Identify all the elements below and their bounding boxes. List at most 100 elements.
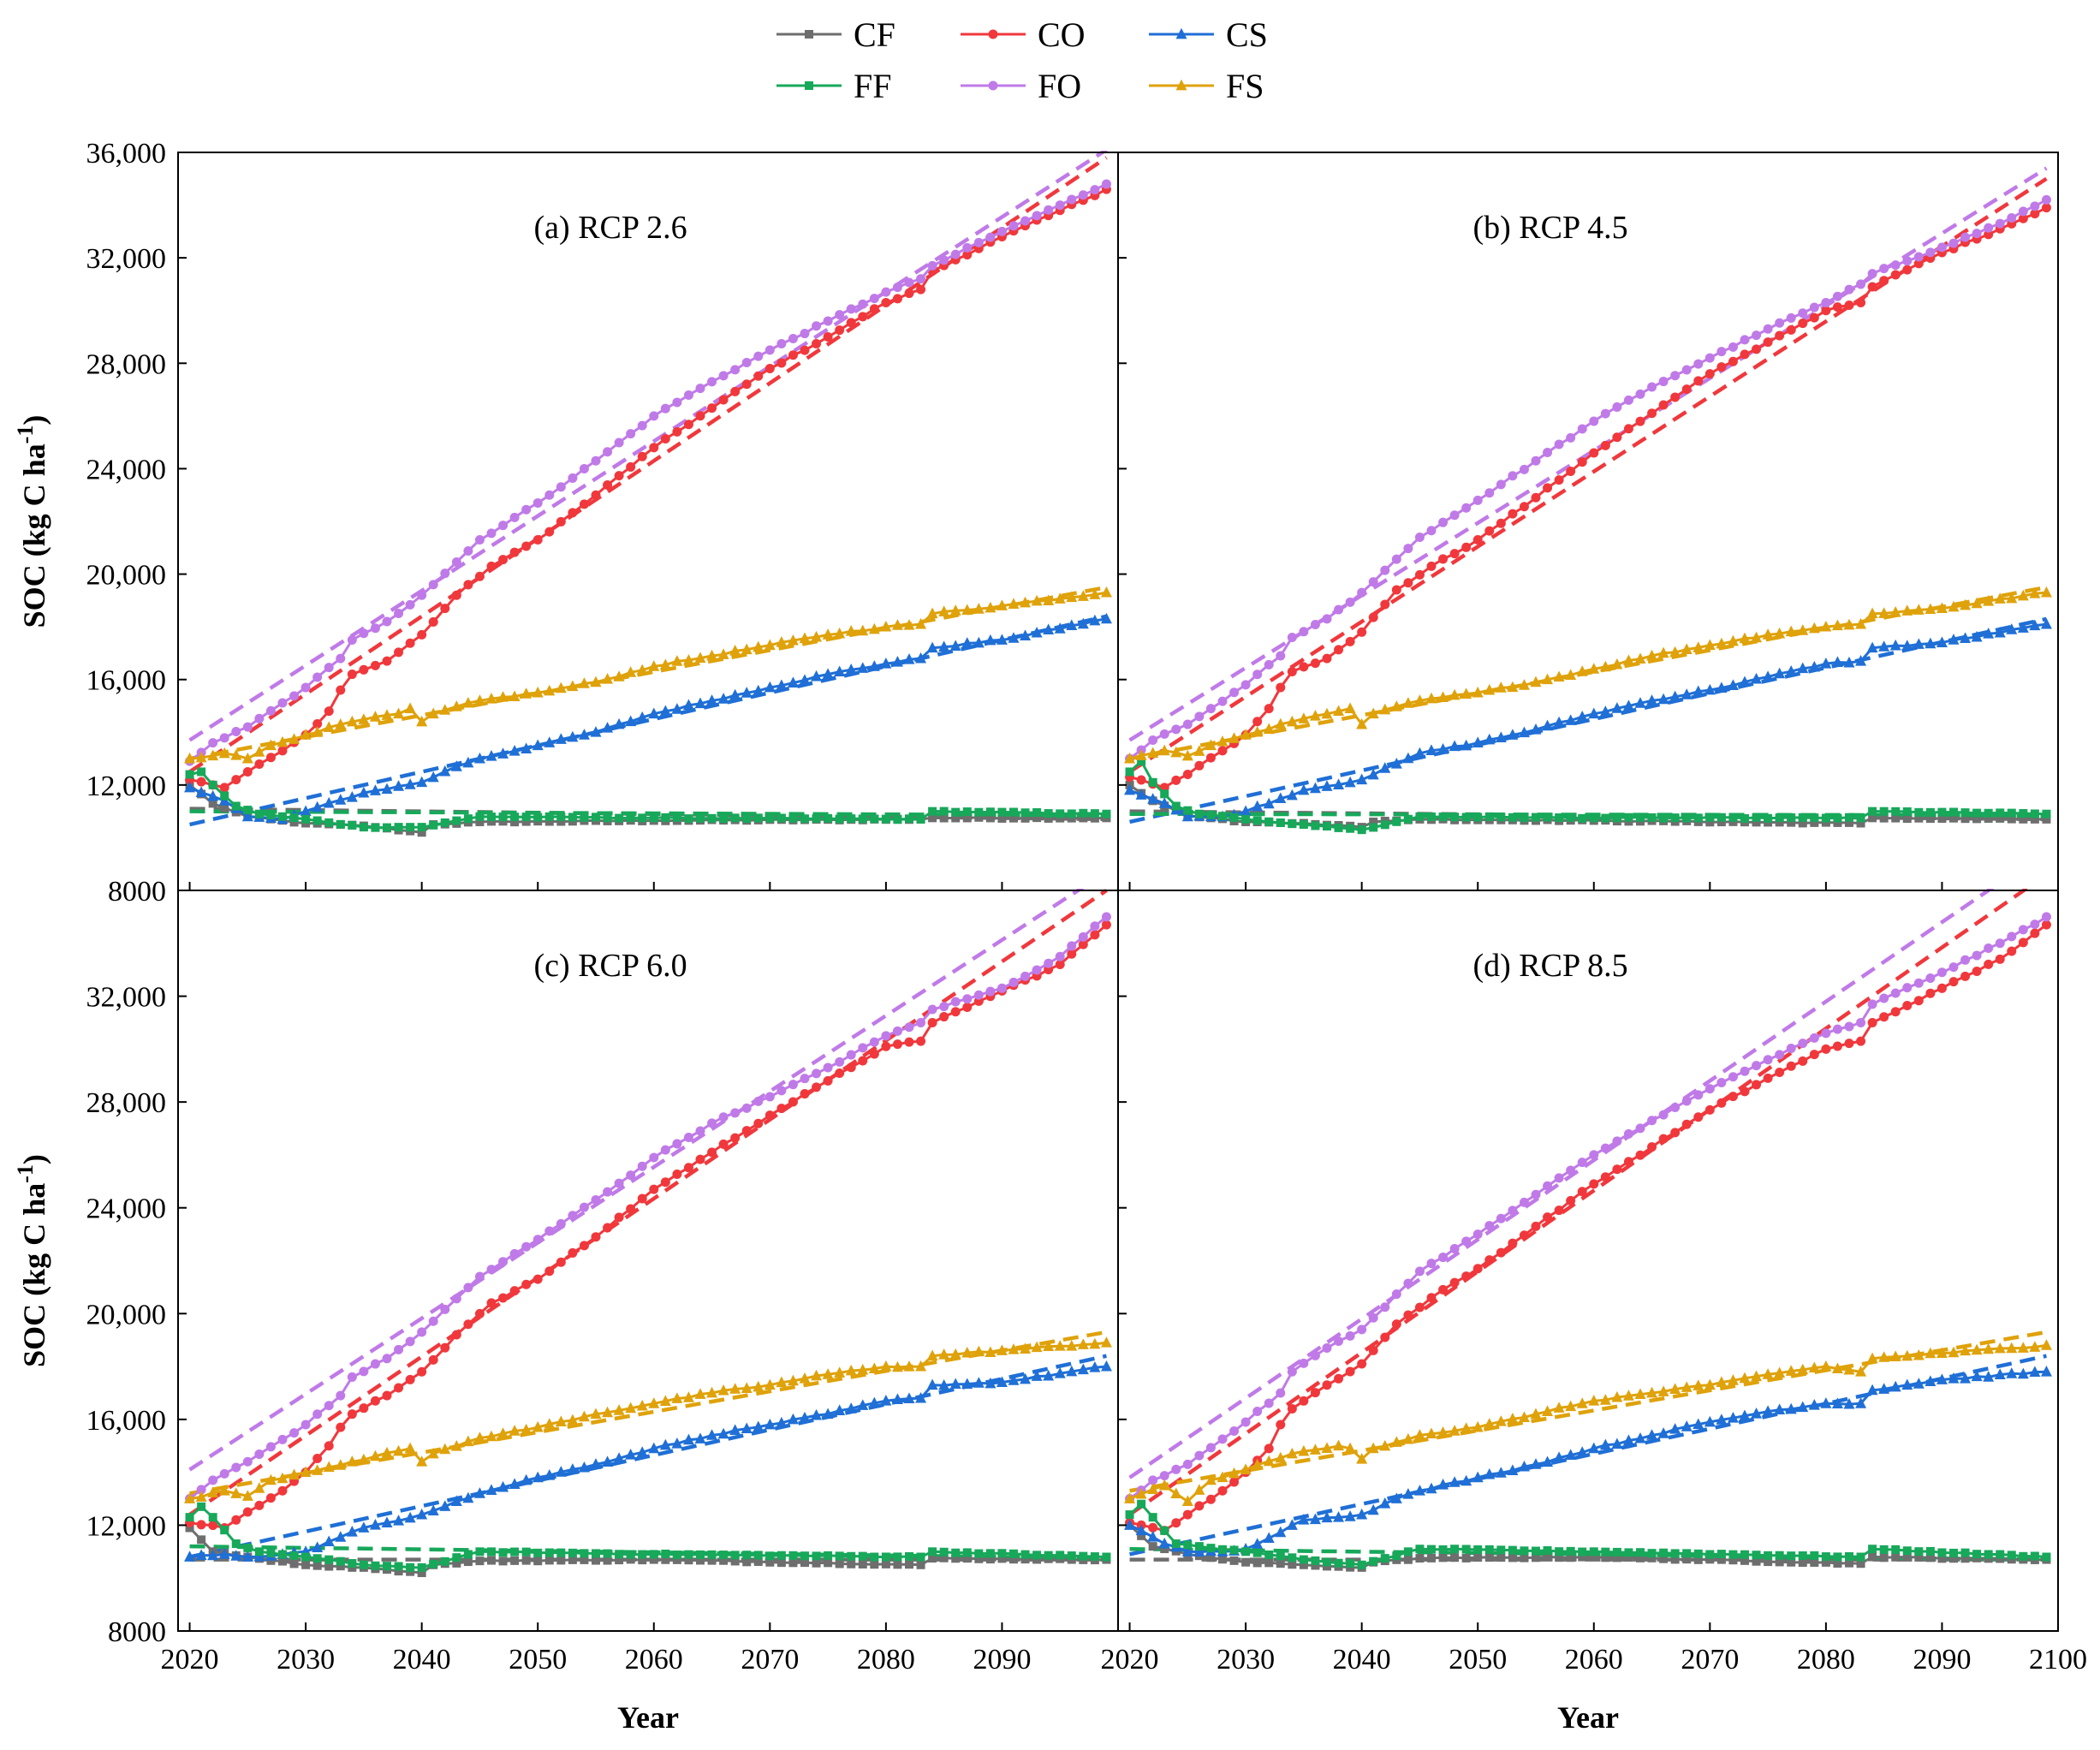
data-point-FS — [857, 1363, 869, 1375]
data-point-CS — [1925, 1375, 1936, 1387]
data-point-CO — [1472, 535, 1483, 545]
data-point-CS — [1077, 617, 1089, 629]
data-point-FF — [626, 1550, 635, 1559]
data-point-FF — [1194, 809, 1204, 818]
data-point-FF — [1647, 1549, 1657, 1558]
legend-marker-CS — [1175, 27, 1187, 39]
data-point-FF — [800, 1551, 809, 1561]
data-point-FF — [1020, 808, 1030, 818]
data-point-FO — [1368, 577, 1378, 587]
trend-line-CS — [189, 614, 1107, 827]
data-point-FO — [2018, 925, 2028, 935]
data-point-FO — [1658, 1110, 1669, 1120]
data-point-FF — [1810, 1551, 1819, 1560]
data-point-FF — [893, 1552, 902, 1562]
data-point-FO — [800, 329, 810, 339]
data-point-FS — [1449, 1425, 1460, 1436]
data-point-FO — [1879, 264, 1889, 274]
data-point-FS — [1866, 607, 1878, 619]
data-point-CS — [1948, 1372, 1960, 1384]
data-point-CS — [1158, 797, 1170, 808]
data-point-CS — [2029, 619, 2041, 631]
data-point-FF — [1996, 808, 2005, 818]
data-point-FO — [962, 994, 973, 1004]
data-point-FO — [892, 283, 902, 293]
data-point-FF — [962, 1548, 972, 1557]
data-point-CS — [555, 1466, 567, 1477]
data-point-CO — [916, 1036, 926, 1046]
data-point-CO — [544, 527, 555, 537]
data-point-CO — [1856, 1036, 1866, 1046]
data-point-CO — [1310, 1388, 1320, 1398]
data-point-CO — [242, 766, 253, 777]
data-point-CO — [1798, 318, 1808, 329]
data-point-CO — [1728, 356, 1738, 366]
data-point-CS — [706, 694, 718, 705]
data-point-FO — [660, 1145, 670, 1155]
data-point-FO — [1948, 962, 1959, 973]
data-point-FO — [544, 490, 555, 500]
data-point-CF — [1067, 813, 1076, 823]
data-point-FS — [996, 1344, 1008, 1355]
data-point-FS — [1797, 624, 1809, 635]
data-point-CF — [905, 1560, 913, 1569]
data-point-CF — [1787, 818, 1796, 827]
data-point-CO — [603, 479, 613, 490]
data-point-CS — [1193, 1545, 1205, 1557]
data-point-CS — [521, 1473, 532, 1485]
data-point-CO — [753, 371, 764, 381]
data-point-FF — [1125, 767, 1134, 777]
data-point-CO — [1345, 1366, 1355, 1377]
data-point-FO — [428, 580, 438, 590]
data-point-CO — [1461, 1271, 1472, 1282]
data-point-CS — [961, 637, 973, 648]
data-point-FF — [951, 807, 961, 817]
data-point-FS — [880, 620, 892, 632]
data-point-FS — [1402, 1432, 1414, 1444]
data-point-FO — [683, 390, 693, 401]
data-point-CS — [1390, 1492, 1402, 1503]
data-point-FF — [1102, 809, 1111, 818]
ticks-d — [1118, 890, 2059, 1632]
data-point-FO — [1519, 464, 1529, 474]
data-point-CO — [498, 1293, 509, 1303]
data-point-FO — [996, 226, 1007, 236]
data-point-CF — [2042, 814, 2051, 824]
data-point-FS — [926, 607, 938, 619]
data-point-CF — [1856, 1559, 1865, 1568]
data-point-FO — [1612, 1136, 1622, 1146]
data-point-CF — [649, 1555, 658, 1564]
data-point-CS — [1634, 697, 1646, 708]
data-point-CF — [1716, 818, 1726, 827]
data-point-FF — [359, 1560, 368, 1569]
data-point-CF — [1705, 1555, 1715, 1564]
data-point-CO — [846, 1062, 856, 1073]
data-point-CS — [1043, 623, 1055, 634]
data-point-CS — [381, 1516, 393, 1527]
y-tick-label: 36,000 — [86, 138, 167, 170]
data-point-FF — [1206, 1544, 1216, 1553]
data-point-FO — [265, 1442, 276, 1452]
data-point-FO — [1925, 973, 1936, 984]
data-point-CS — [300, 805, 312, 817]
data-point-FS — [1089, 1337, 1101, 1349]
data-point-CF — [985, 813, 995, 823]
data-point-FS — [1646, 1386, 1658, 1398]
data-point-CS — [590, 726, 602, 737]
data-point-FO — [568, 1211, 578, 1221]
data-point-FO — [556, 1218, 566, 1229]
data-point-FS — [1716, 637, 1728, 649]
data-point-CO — [683, 1163, 693, 1173]
panel-a: (a) RCP 2.6 — [177, 151, 1119, 891]
data-point-CO — [1902, 265, 1913, 275]
data-point-FO — [289, 691, 300, 701]
data-point-CF — [753, 1557, 763, 1566]
data-point-FO — [336, 1390, 346, 1401]
data-point-CS — [509, 744, 521, 756]
data-point-CO — [1496, 1247, 1506, 1258]
data-point-CS — [1321, 780, 1333, 791]
data-point-CF — [696, 1556, 705, 1565]
data-point-FF — [1380, 1554, 1389, 1563]
data-point-FS — [346, 1455, 358, 1467]
data-point-CS — [1413, 747, 1425, 759]
